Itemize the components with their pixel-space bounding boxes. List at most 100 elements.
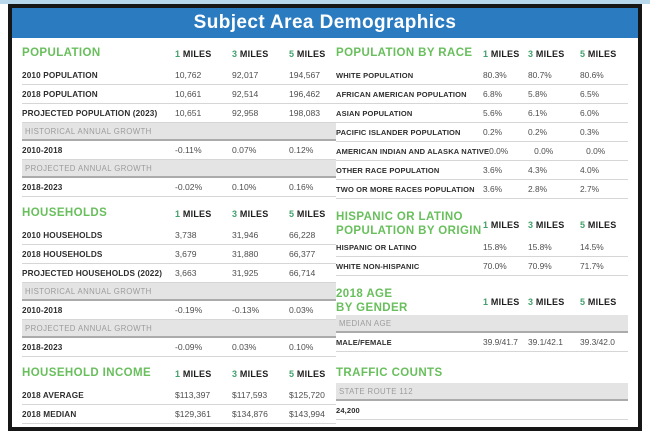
table-row: TWO OR MORE RACES POPULATION 3.6% 2.8% 2.7% bbox=[336, 180, 628, 199]
content: POPULATION 1 MILES 3 MILES 5 MILES 2010 POPU… bbox=[12, 38, 638, 427]
col-header: 1 MILES bbox=[483, 219, 520, 230]
row-value: 31,925 bbox=[232, 268, 259, 278]
row-value: 31,946 bbox=[232, 230, 259, 240]
col-header-number: 5 bbox=[580, 296, 586, 307]
col-header: 3 MILES bbox=[528, 49, 565, 59]
row-label: PROJECTED HOUSEHOLDS (2022) bbox=[22, 268, 163, 278]
row-value: 15.8% bbox=[483, 242, 507, 253]
col-header: 5 MILES bbox=[580, 49, 617, 59]
row-value: 66,714 bbox=[289, 268, 316, 278]
col-header: 1 MILES bbox=[175, 49, 212, 59]
row-value: 0.0% bbox=[489, 146, 509, 156]
subsection-label: HISTORICAL ANNUAL GROWTH bbox=[25, 126, 152, 136]
row-value: $117,593 bbox=[232, 390, 268, 400]
table-population-by-race: POPULATION BY RACE 1 MILES 3 MILES 5 MILES W… bbox=[336, 42, 628, 199]
row-value: 5.8% bbox=[528, 89, 548, 99]
row-value: 0.2% bbox=[528, 127, 548, 137]
section-heading-line: HOUSEHOLD INCOME bbox=[22, 367, 152, 380]
col-header: 1 MILES bbox=[483, 296, 520, 307]
row-label: WHITE POPULATION bbox=[336, 70, 414, 80]
table-traffic-counts: TRAFFIC COUNTS STATE ROUTE 112 24,200 bbox=[336, 364, 628, 421]
col-header: 3 MILES bbox=[232, 209, 269, 219]
row-value: $143,994 bbox=[289, 409, 325, 419]
section-heading-line: POPULATION BY RACE bbox=[336, 47, 473, 60]
subsection-label: PROJECTED ANNUAL GROWTH bbox=[25, 323, 153, 333]
col-header-number: 5 bbox=[289, 209, 295, 219]
table-header-2018-age-by-gender: 2018 AGE BY GENDER 1 MILES 3 MILES 5 MILES bbox=[336, 288, 628, 315]
row-value: 3.6% bbox=[483, 184, 503, 194]
row-label: AMERICAN INDIAN AND ALASKA NATIVE bbox=[336, 146, 490, 156]
row-value: 0.0% bbox=[586, 146, 606, 156]
subsection-label: PROJECTED ANNUAL GROWTH bbox=[25, 163, 153, 173]
row-value: -0.09% bbox=[175, 342, 203, 352]
row-value: 0.16% bbox=[289, 182, 314, 192]
col-header-number: 5 bbox=[289, 49, 295, 59]
row-value: 6.5% bbox=[580, 89, 600, 99]
table-header-households: HOUSEHOLDS 1 MILES 3 MILES 5 MILES bbox=[22, 202, 336, 226]
row-value: 39.3/42.0 bbox=[580, 337, 615, 348]
table-row: ASIAN POPULATION 5.6% 6.1% 6.0% bbox=[336, 104, 628, 123]
row-value: 198,083 bbox=[289, 108, 321, 118]
col-header: 3 MILES bbox=[232, 49, 269, 59]
row-label: 2010-2018 bbox=[22, 305, 63, 315]
table-row: 2018 POPULATION 10,661 92,514 196,462 bbox=[22, 85, 336, 104]
table-header-population-by-race: POPULATION BY RACE 1 MILES 3 MILES 5 MILES bbox=[336, 42, 628, 66]
section-heading: HISPANIC OR LATINO POPULATION BY ORIGIN bbox=[336, 211, 483, 238]
row-value: $134,876 bbox=[232, 409, 268, 419]
col-header-number: 3 bbox=[528, 49, 534, 59]
table-row: OTHER RACE POPULATION 3.6% 4.3% 4.0% bbox=[336, 161, 628, 180]
section-heading-line: HOUSEHOLDS bbox=[22, 207, 108, 220]
col-header-number: 3 bbox=[232, 369, 238, 379]
row-value: 92,514 bbox=[232, 89, 259, 99]
row-value: 2.8% bbox=[528, 184, 548, 194]
row-label: WHITE NON-HISPANIC bbox=[336, 261, 420, 271]
row-value: 3,679 bbox=[175, 249, 197, 259]
row-value: 31,880 bbox=[232, 249, 259, 259]
page-title: Subject Area Demographics bbox=[193, 12, 457, 33]
table-row: 2018-2023 -0.09% 0.03% 0.10% bbox=[22, 338, 336, 357]
row-value: 6.0% bbox=[580, 108, 600, 118]
col-header: 1 MILES bbox=[483, 49, 520, 59]
row-value: 66,228 bbox=[289, 230, 316, 240]
col-header-number: 5 bbox=[580, 49, 586, 59]
table-row: 2018 AVERAGE $113,397 $117,593 $125,720 bbox=[22, 386, 336, 405]
row-value: 80.3% bbox=[483, 70, 507, 80]
row-value: 3.6% bbox=[483, 165, 503, 175]
table-row: WHITE POPULATION 80.3% 80.7% 80.6% bbox=[336, 66, 628, 85]
col-header-number: 5 bbox=[580, 219, 586, 230]
row-value: 10,661 bbox=[175, 89, 202, 99]
row-value: 0.03% bbox=[289, 305, 314, 315]
table-row: 2010-2018 -0.11% 0.07% 0.12% bbox=[22, 141, 336, 160]
table-row: 2010 HOUSEHOLDS 3,738 31,946 66,228 bbox=[22, 226, 336, 245]
col-header-number: 3 bbox=[232, 209, 238, 219]
row-value: -0.02% bbox=[175, 182, 203, 192]
row-value: 3,663 bbox=[175, 268, 197, 278]
row-value: 92,017 bbox=[232, 70, 259, 80]
row-value: $113,397 bbox=[175, 390, 211, 400]
row-value: $129,361 bbox=[175, 409, 211, 419]
table-row: AMERICAN INDIAN AND ALASKA NATIVE 0.0% 0.0… bbox=[336, 142, 628, 161]
section-heading: POPULATION BY RACE bbox=[336, 47, 483, 61]
row-value: 15.8% bbox=[528, 242, 552, 253]
row-value: 10,762 bbox=[175, 70, 202, 80]
row-label: AFRICAN AMERICAN POPULATION bbox=[336, 89, 467, 99]
row-value: 4.0% bbox=[580, 165, 600, 175]
row-value: -0.13% bbox=[232, 305, 260, 315]
table-row: 2010 POPULATION 10,762 92,017 194,567 bbox=[22, 66, 336, 85]
row-label: 2018-2023 bbox=[22, 182, 63, 192]
row-value: 0.10% bbox=[232, 182, 257, 192]
section-heading: 2018 AGE BY GENDER bbox=[336, 288, 483, 315]
col-header-number: 5 bbox=[289, 369, 295, 379]
subsection-row: PROJECTED ANNUAL GROWTH bbox=[22, 320, 336, 338]
section-heading-line: TRAFFIC COUNTS bbox=[336, 366, 443, 379]
row-label: 2018 POPULATION bbox=[22, 89, 98, 99]
subsection-row: STATE ROUTE 112 bbox=[336, 383, 628, 402]
table-row: PROJECTED POPULATION (2023) 10,651 92,958 1… bbox=[22, 104, 336, 123]
row-value: 5.6% bbox=[483, 108, 503, 118]
table-row: AFRICAN AMERICAN POPULATION 6.8% 5.8% 6.5% bbox=[336, 85, 628, 104]
row-value: 14.5% bbox=[580, 242, 604, 253]
row-label: ASIAN POPULATION bbox=[336, 108, 413, 118]
col-header: 5 MILES bbox=[289, 49, 326, 59]
row-value: 10,651 bbox=[175, 108, 202, 118]
